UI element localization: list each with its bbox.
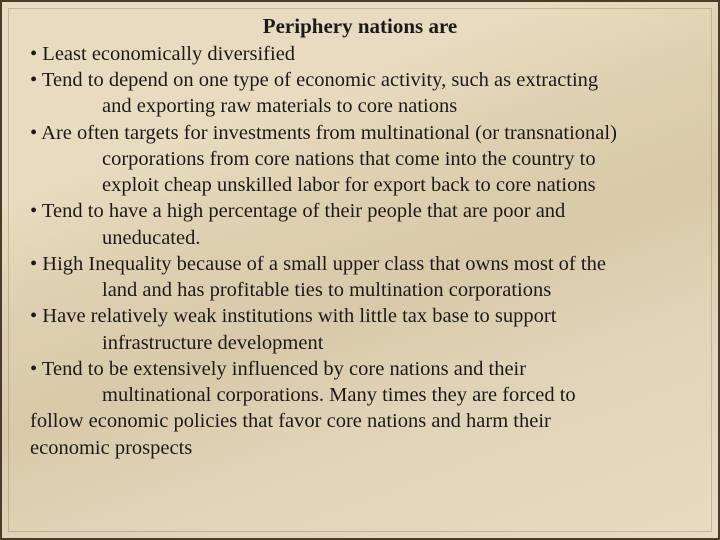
body-line: • Least economically diversified — [30, 41, 690, 67]
body-line: uneducated. — [30, 225, 690, 251]
slide-body: • Least economically diversified • Tend … — [30, 41, 690, 461]
body-line: infrastructure development — [30, 330, 690, 356]
body-line: • Tend to be extensively influenced by c… — [30, 356, 690, 382]
body-line: • High Inequality because of a small upp… — [30, 251, 690, 277]
body-line: corporations from core nations that come… — [30, 146, 690, 172]
body-line: • Are often targets for investments from… — [30, 120, 690, 146]
body-line: land and has profitable ties to multinat… — [30, 277, 690, 303]
slide-title: Periphery nations are — [30, 14, 690, 39]
body-line: • Tend to have a high percentage of thei… — [30, 198, 690, 224]
body-line: • Tend to depend on one type of economic… — [30, 67, 690, 93]
slide: Periphery nations are • Least economical… — [0, 0, 720, 540]
body-line: and exporting raw materials to core nati… — [30, 93, 690, 119]
body-line: exploit cheap unskilled labor for export… — [30, 172, 690, 198]
body-line: multinational corporations. Many times t… — [30, 382, 690, 408]
body-line: follow economic policies that favor core… — [30, 408, 690, 434]
body-line: economic prospects — [30, 435, 690, 461]
body-line: • Have relatively weak institutions with… — [30, 303, 690, 329]
